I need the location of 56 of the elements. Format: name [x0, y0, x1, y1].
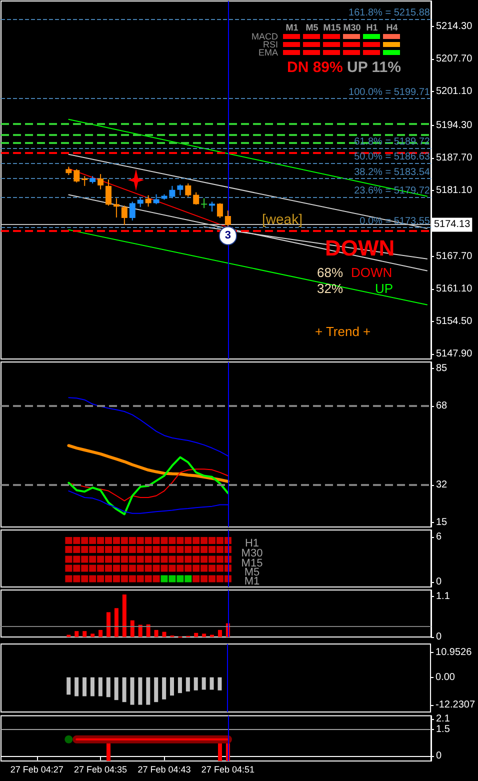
y-tick-label: 5161.10 [436, 283, 473, 294]
y-tick-label: -12.2307 [436, 699, 476, 710]
annotation: DOWN [351, 265, 392, 280]
y-tick-label: 32 [436, 480, 448, 491]
annotation: UP 11% [347, 59, 401, 76]
annotation: H1 [366, 22, 378, 32]
y-tick-label: 15 [436, 517, 448, 528]
ref-line-label: 161.8% = 5215.88 [348, 7, 430, 18]
annotation: M30 [343, 22, 361, 32]
ref-line-label: 100.0% = 5199.71 [348, 87, 430, 98]
y-tick-label: 0 [436, 632, 442, 642]
annotation: EMA [258, 48, 278, 58]
annotation: MACD [252, 32, 278, 42]
annotation: RSI [262, 40, 278, 50]
annotation: 3 [224, 230, 232, 242]
annotation: UP [375, 281, 394, 296]
ref-line-label: 5174.13 [434, 219, 471, 230]
y-tick-label: 5214.30 [436, 21, 473, 32]
annotation: M5 [306, 22, 318, 32]
annotation: [weak] [262, 211, 302, 227]
annotation: M1 [286, 22, 298, 32]
annotation: H4 [386, 22, 398, 32]
x-tick-label: 27 Feb 04:35 [74, 764, 128, 774]
y-tick-label: 68 [436, 400, 448, 412]
annotation: H1 [244, 538, 260, 550]
annotation: 68% [317, 265, 344, 280]
y-tick-label: 85 [436, 363, 448, 374]
annotation: M30 [241, 548, 263, 560]
ref-line-label: 38.2% = 5183.54 [354, 166, 430, 178]
y-tick-label: 5147.90 [436, 348, 473, 360]
annotation: M15 [241, 558, 263, 570]
y-tick-label: 6 [436, 531, 442, 542]
y-tick-label: 0.00 [436, 672, 456, 683]
x-tick-label: 27 Feb 04:51 [201, 764, 254, 774]
y-tick-label: 1.1 [436, 590, 450, 602]
annotation: M1 [244, 576, 260, 588]
y-tick-label: 0 [436, 576, 442, 588]
annotation: M5 [244, 566, 260, 578]
annotation: + Trend + [315, 324, 371, 339]
y-tick-label: 1.5 [436, 724, 450, 736]
annotation: 32% [317, 281, 344, 296]
y-tick-label: 5154.50 [436, 316, 473, 328]
ref-line-label: 50.0% = 5186.63 [354, 152, 430, 163]
y-tick-label: 5181.10 [436, 184, 473, 196]
x-tick-label: 27 Feb 04:27 [10, 764, 64, 774]
annotation: DN 89% [287, 59, 343, 76]
y-tick-label: 0 [436, 750, 442, 762]
y-tick-label: 5194.30 [436, 120, 473, 131]
y-tick-label: 5167.70 [436, 250, 473, 262]
annotation: M15 [323, 22, 341, 32]
y-tick-label: 5201.10 [436, 86, 473, 98]
y-tick-label: 5207.70 [436, 54, 473, 65]
y-tick-label: 2.1 [436, 714, 450, 724]
y-tick-label: 5187.70 [436, 152, 473, 164]
x-tick-label: 27 Feb 04:43 [138, 764, 191, 774]
y-tick-label: 10.9526 [436, 647, 472, 658]
